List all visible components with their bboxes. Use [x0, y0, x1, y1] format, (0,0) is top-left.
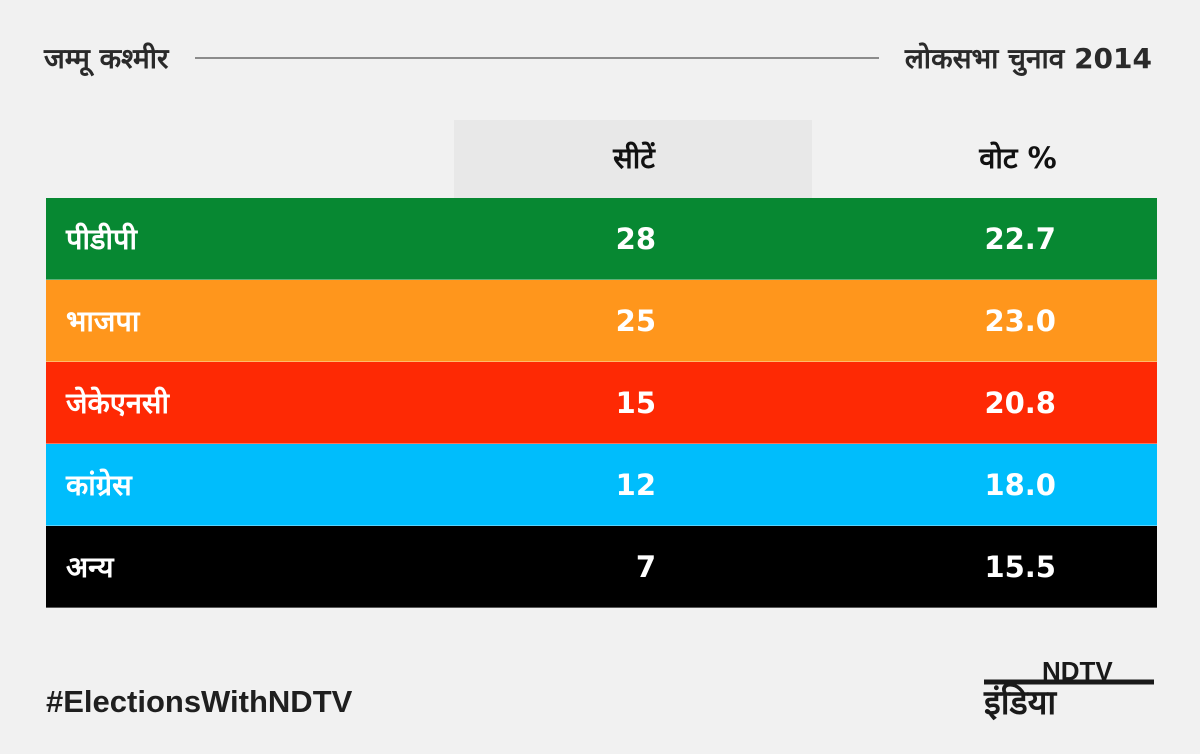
vote-share-value: 23.0 [984, 304, 1056, 338]
table-row: अन्य 7 15.5 [46, 526, 1157, 608]
header-divider [194, 57, 879, 59]
hashtag: #ElectionsWithNDTV [46, 684, 353, 719]
seats-value: 15 [615, 386, 656, 420]
vote-share-value: 22.7 [984, 222, 1056, 256]
seats-value: 25 [615, 304, 656, 338]
header: जम्मू कश्मीर लोकसभा चुनाव 2014 [44, 36, 1152, 80]
seats-column-header: सीटें [613, 141, 655, 175]
party-name: अन्य [66, 550, 114, 584]
logo-script-text: इंडिया [983, 682, 1057, 722]
table-row: कांग्रेस 12 18.0 [46, 444, 1157, 526]
party-name: भाजपा [66, 304, 140, 338]
state-title: जम्मू कश्मीर [44, 42, 169, 75]
vote-share-value: 20.8 [984, 386, 1056, 420]
ndtv-india-logo: NDTV इंडिया [983, 656, 1154, 722]
results-table: पीडीपी 28 22.7 भाजपा 25 23.0 जेकेएनसी 15… [46, 198, 1157, 608]
party-name: पीडीपी [66, 222, 137, 256]
seats-value: 7 [635, 550, 656, 584]
votes-column-header: वोट % [979, 141, 1057, 175]
table-row: पीडीपी 28 22.7 [46, 198, 1157, 280]
vote-share-value: 15.5 [984, 550, 1056, 584]
party-name: जेकेएनसी [66, 386, 170, 420]
vote-share-value: 18.0 [984, 468, 1056, 502]
table-row: भाजपा 25 23.0 [46, 280, 1157, 362]
table-row: जेकेएनसी 15 20.8 [46, 362, 1157, 444]
party-name: कांग्रेस [66, 468, 132, 502]
seats-value: 28 [615, 222, 656, 256]
election-title: लोकसभा चुनाव 2014 [904, 42, 1152, 75]
seats-value: 12 [615, 468, 656, 502]
seats-column-highlight [454, 120, 812, 198]
